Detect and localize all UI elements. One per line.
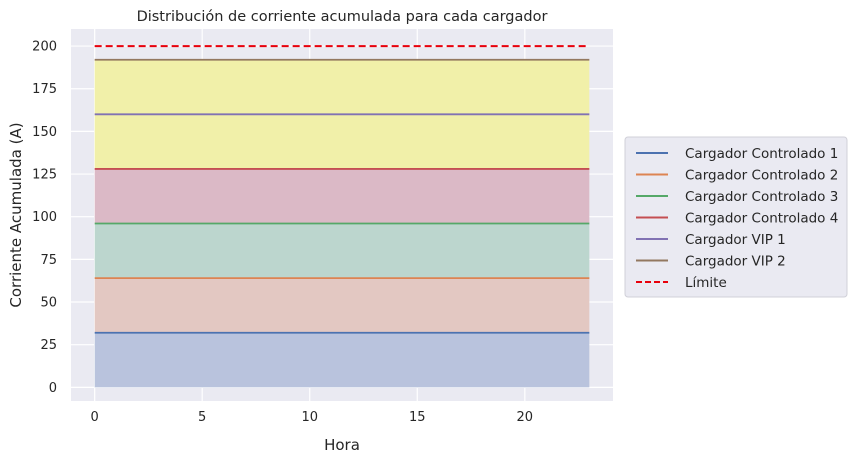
legend-label: Límite xyxy=(685,275,727,291)
area-fills xyxy=(94,59,590,388)
legend-label: Cargador VIP 1 xyxy=(685,232,786,248)
legend-label: Cargador Controlado 1 xyxy=(685,146,838,162)
x-tick-label: 15 xyxy=(409,410,426,425)
x-tick-labels: 0 5 10 15 20 xyxy=(91,410,534,425)
series-lines xyxy=(94,45,590,334)
chart-title: Distribución de corriente acumulada para… xyxy=(137,9,548,25)
y-tick-labels: 0 25 50 75 100 125 150 175 200 xyxy=(32,40,57,396)
x-tick-label: 5 xyxy=(198,410,206,425)
legend-label: Cargador VIP 2 xyxy=(685,254,786,270)
x-tick-label: 0 xyxy=(91,410,99,425)
y-axis-label: Corriente Acumulada (A) xyxy=(7,122,25,307)
area-fill-series-2 xyxy=(94,278,590,333)
area-fill-series-1 xyxy=(94,332,590,388)
x-tick-label: 20 xyxy=(517,410,534,425)
area-fill-series-4 xyxy=(94,168,590,224)
area-fill-series-6 xyxy=(94,59,590,115)
y-tick-label: 0 xyxy=(49,381,57,396)
x-axis-label: Hora xyxy=(324,436,360,454)
y-tick-label: 175 xyxy=(32,82,57,97)
legend-label: Cargador Controlado 3 xyxy=(685,189,838,205)
y-tick-label: 150 xyxy=(32,125,57,140)
y-tick-label: 100 xyxy=(32,210,57,225)
y-tick-label: 200 xyxy=(32,40,57,55)
y-tick-label: 25 xyxy=(40,338,57,353)
legend-label: Cargador Controlado 2 xyxy=(685,168,838,184)
legend-label: Cargador Controlado 4 xyxy=(685,211,838,227)
area-fill-series-3 xyxy=(94,223,590,279)
area-fill-series-5 xyxy=(94,114,590,169)
y-tick-label: 125 xyxy=(32,168,57,183)
x-tick-label: 10 xyxy=(301,410,318,425)
legend: Cargador Controlado 1 Cargador Controlado… xyxy=(624,136,848,298)
legend-frame xyxy=(624,136,848,298)
y-tick-label: 50 xyxy=(40,296,57,311)
y-tick-label: 75 xyxy=(40,253,57,268)
